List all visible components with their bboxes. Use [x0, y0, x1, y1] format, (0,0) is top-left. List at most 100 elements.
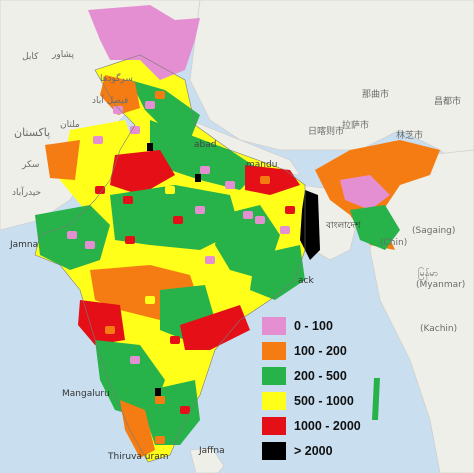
- label-nepal-city: abad: [194, 140, 217, 150]
- label-linzhi: 林芝市: [396, 131, 424, 141]
- label-pakistan: پاکستان: [14, 126, 51, 139]
- district-patch: [155, 436, 165, 444]
- district-patch: [143, 174, 153, 182]
- district-patch: [165, 186, 175, 194]
- district-borders: [34, 54, 306, 463]
- legend-swatch: [262, 317, 286, 335]
- label-multan: ملتان: [60, 120, 80, 130]
- district-patch: [85, 241, 95, 249]
- district-hotspot: [307, 221, 313, 229]
- label-myanmar-sub: (Myanmar): [416, 280, 466, 290]
- district-patch: [113, 106, 123, 114]
- legend-item: 100 - 200: [262, 340, 380, 362]
- district-patch: [145, 296, 155, 304]
- label-kabul: کابل: [22, 52, 39, 62]
- label-mangaluru: Mangaluru: [62, 389, 110, 399]
- district-hotspot: [155, 388, 161, 396]
- region-up-green: [150, 120, 260, 190]
- region-northeast-pink: [340, 175, 390, 210]
- region-up-red-belt: [110, 150, 175, 195]
- label-lhasa: 拉萨市: [342, 121, 370, 131]
- district-patch: [260, 176, 270, 184]
- india-districts: [35, 5, 440, 462]
- region-rajasthan-orange-west: [45, 140, 80, 180]
- legend-swatch: [262, 367, 286, 385]
- map-legend: 0 - 100 100 - 200 200 - 500 500 - 1000 1000 …: [262, 315, 380, 465]
- region-jammu-kashmir: [88, 5, 200, 80]
- district-patch: [125, 236, 135, 244]
- label-naqu: 那曲市: [362, 90, 390, 100]
- legend-label: 100 - 200: [294, 344, 347, 358]
- district-patch: [255, 216, 265, 224]
- district-hotspot: [147, 143, 153, 151]
- region-tamilnadu-green: [145, 380, 200, 445]
- legend-label: 1000 - 2000: [294, 419, 361, 433]
- india-outline: [34, 54, 306, 463]
- district-patch: [200, 166, 210, 174]
- district-patch: [180, 406, 190, 414]
- label-sargodha: سرگودھا: [100, 74, 133, 84]
- china-tibet-land: [189, 0, 474, 181]
- district-patch: [105, 326, 115, 334]
- label-kolkata-area: ack: [298, 276, 314, 286]
- district-patch: [123, 196, 133, 204]
- legend-label: > 2000: [294, 444, 333, 458]
- region-kerala-orange: [120, 400, 155, 458]
- label-peshawar: پشاور: [52, 50, 74, 60]
- label-jaffna: Jaffna: [199, 446, 225, 456]
- district-patch: [130, 356, 140, 364]
- region-bihar-red: [245, 165, 300, 195]
- district-hotspot: [195, 174, 201, 182]
- legend-swatch: [262, 342, 286, 360]
- label-chin: (Chin): [380, 238, 408, 248]
- district-patch: [93, 136, 103, 144]
- region-northeast-green: [350, 205, 400, 250]
- district-patch: [95, 186, 105, 194]
- region-punjab-orange: [100, 75, 140, 115]
- label-myanmar: မြန်မာ: [418, 269, 439, 279]
- legend-swatch: [262, 392, 286, 410]
- sri-lanka-land: [189, 447, 225, 473]
- region-andaman-green: [372, 378, 380, 420]
- label-rikaze: 日喀则市: [308, 127, 345, 137]
- legend-swatch: [262, 442, 286, 460]
- legend-item: 200 - 500: [262, 365, 380, 387]
- label-changdu: 昌都市: [434, 97, 462, 107]
- district-patch: [173, 216, 183, 224]
- district-hotspot: [311, 242, 317, 250]
- label-sukkur: سکر: [22, 160, 40, 170]
- label-hyderabad: حیدرآباد: [12, 188, 42, 198]
- legend-item: 0 - 100: [262, 315, 380, 337]
- district-patch: [185, 296, 195, 304]
- legend-item: 1000 - 2000: [262, 415, 380, 437]
- label-kathmandu: mandu: [246, 160, 278, 170]
- district-patch: [130, 126, 140, 134]
- label-bangladesh: বাংলাদেশ: [326, 221, 361, 231]
- district-patch: [285, 206, 295, 214]
- legend-label: 500 - 1000: [294, 394, 354, 408]
- legend-label: 200 - 500: [294, 369, 347, 383]
- label-thiruvananthapuram: Thiruva uram: [108, 452, 169, 462]
- legend-item: > 2000: [262, 440, 380, 462]
- region-himachal-uttarakhand-green: [130, 80, 200, 140]
- region-karnataka-yellow-green: [95, 340, 165, 420]
- label-faisalabad: فیصل آباد: [92, 96, 129, 106]
- label-kachin: (Kachin): [420, 324, 458, 334]
- region-odisha-green: [250, 245, 305, 300]
- district-patch: [145, 101, 155, 109]
- district-patch: [67, 231, 77, 239]
- region-andhra-red-coast: [180, 305, 250, 350]
- district-patch: [167, 126, 177, 134]
- district-patch: [250, 241, 260, 249]
- district-patch: [115, 276, 125, 284]
- legend-swatch: [262, 417, 286, 435]
- district-patch: [280, 226, 290, 234]
- legend-item: 500 - 1000: [262, 390, 380, 412]
- district-patch: [225, 181, 235, 189]
- district-patch: [195, 206, 205, 214]
- district-patch: [205, 256, 215, 264]
- legend-label: 0 - 100: [294, 319, 333, 333]
- district-patch: [210, 231, 220, 239]
